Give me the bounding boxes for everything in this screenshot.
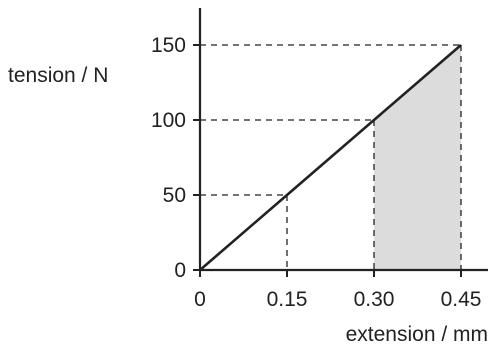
y-axis-title: tension / N	[8, 64, 108, 87]
shaded-area-layer	[374, 45, 461, 270]
y-tick-label-2: 100	[151, 109, 186, 132]
axes-layer	[198, 8, 488, 272]
dashed-guide-layer	[200, 44, 462, 270]
tick-marks-layer	[193, 44, 462, 277]
tension-extension-line	[199, 44, 462, 271]
y-tick-label-1: 50	[163, 184, 186, 207]
x-tick-label-0: 0	[194, 288, 206, 311]
x-axis-title: extension / mm	[346, 323, 488, 346]
shaded-area	[374, 45, 461, 270]
y-tick-label-0: 0	[174, 259, 186, 282]
y-tick-label-3: 150	[151, 34, 186, 57]
data-line-layer	[199, 44, 462, 271]
x-tick-label-3: 0.45	[441, 288, 482, 311]
x-tick-label-1: 0.15	[267, 288, 308, 311]
tick-labels-layer: 0 0.15 0.30 0.45 0 50 100 150	[151, 34, 481, 311]
x-tick-label-2: 0.30	[354, 288, 395, 311]
